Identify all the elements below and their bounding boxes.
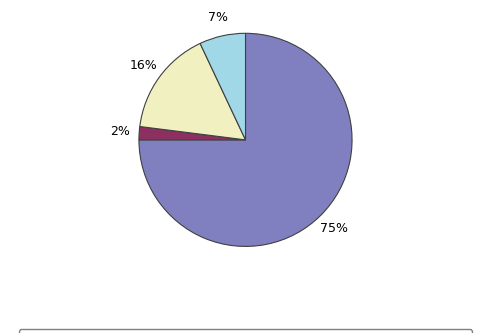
Wedge shape (200, 33, 246, 140)
Text: 16%: 16% (130, 60, 158, 73)
Text: 2%: 2% (110, 126, 130, 139)
Wedge shape (139, 127, 246, 140)
Wedge shape (140, 43, 246, 140)
Text: 7%: 7% (208, 11, 228, 24)
Legend: Wages & Salaries, Employee Benefits, Operating Expenses, Public Assistance: Wages & Salaries, Employee Benefits, Ope… (19, 329, 472, 333)
Text: 75%: 75% (321, 222, 349, 235)
Wedge shape (139, 33, 352, 246)
